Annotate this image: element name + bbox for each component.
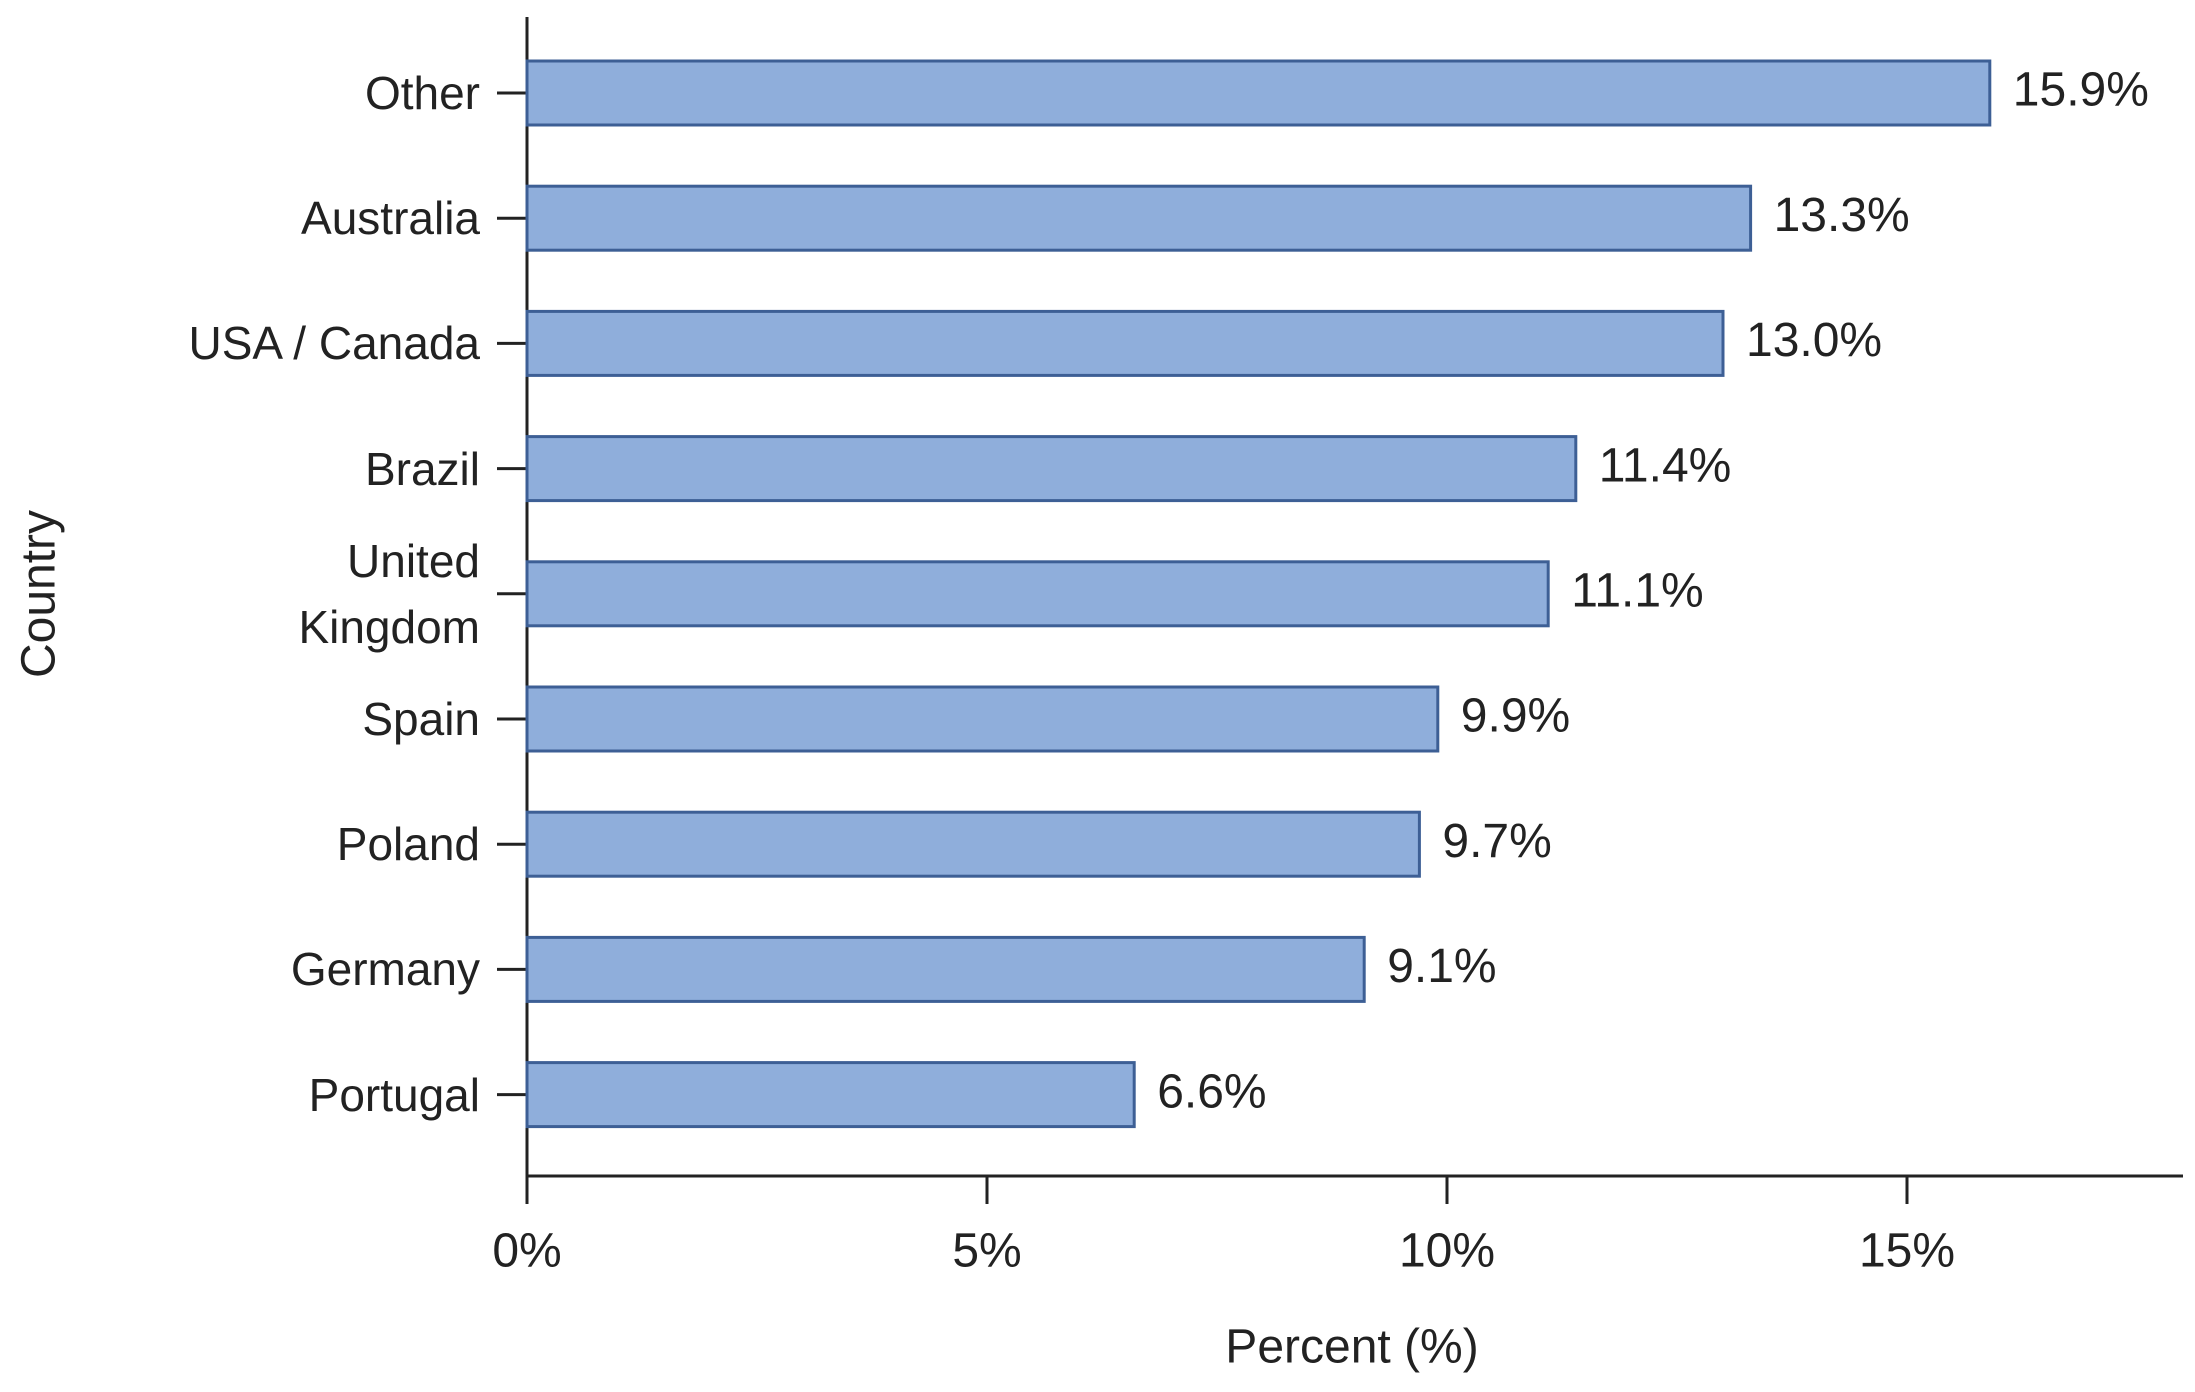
y-tick-label: Portugal	[308, 1068, 480, 1121]
x-tick-label: 10%	[1399, 1225, 1495, 1278]
x-tick-label: 5%	[952, 1225, 1021, 1278]
y-tick-label: Other	[364, 67, 480, 119]
y-tick-label: USA / Canada	[188, 317, 480, 370]
x-tick-label: 15%	[1859, 1225, 1955, 1278]
value-label: 13.0%	[1746, 314, 1882, 367]
bar	[525, 1061, 1136, 1129]
value-label: 9.7%	[1442, 815, 1551, 868]
y-tick-label: Australia	[301, 192, 480, 245]
bar	[525, 184, 1753, 252]
bar	[525, 309, 1725, 377]
bar	[525, 810, 1421, 878]
value-label: 9.1%	[1387, 940, 1496, 993]
x-tick-label: 0%	[492, 1225, 561, 1278]
value-label: 13.3%	[1774, 189, 1910, 242]
y-axis-title: Country	[13, 510, 66, 678]
value-label: 6.6%	[1157, 1065, 1266, 1118]
y-tick-label: Poland	[336, 818, 480, 871]
y-tick-label: Brazil	[364, 442, 480, 495]
value-label: 9.9%	[1461, 690, 1570, 743]
value-label: 11.1%	[1571, 564, 1704, 617]
bar	[525, 935, 1366, 1003]
value-label: 15.9%	[2013, 64, 2149, 117]
y-tick-label: United Kingdom	[298, 534, 480, 653]
x-axis-title: Percent (%)	[1225, 1321, 1478, 1374]
y-tick-label: Germany	[290, 943, 480, 996]
y-tick-label: Spain	[362, 693, 480, 745]
bar	[525, 59, 1992, 127]
bar	[525, 435, 1578, 503]
bar	[525, 685, 1440, 753]
bar	[525, 560, 1550, 628]
value-label: 11.4%	[1599, 439, 1732, 492]
